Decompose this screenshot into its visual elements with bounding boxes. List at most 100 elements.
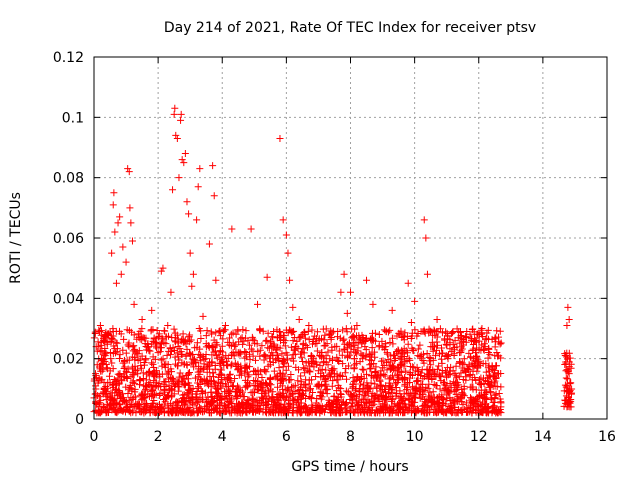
data-marker bbox=[305, 321, 313, 329]
data-marker-dense bbox=[145, 393, 153, 401]
data-marker bbox=[108, 249, 116, 257]
data-marker bbox=[395, 376, 403, 384]
data-marker-dense bbox=[383, 349, 391, 357]
data-marker-dense bbox=[274, 394, 282, 402]
data-marker-dense bbox=[232, 385, 240, 393]
data-marker-dense bbox=[144, 340, 152, 348]
data-marker bbox=[385, 382, 393, 390]
data-marker-dense bbox=[430, 397, 438, 405]
data-marker bbox=[452, 382, 460, 390]
data-marker-dense bbox=[270, 367, 278, 375]
y-tick-label: 0.12 bbox=[53, 50, 84, 66]
data-marker bbox=[436, 373, 444, 381]
data-marker-dense bbox=[297, 350, 305, 358]
data-marker-dense bbox=[438, 395, 446, 403]
data-marker-dense bbox=[234, 365, 242, 373]
data-marker-dense bbox=[351, 325, 359, 333]
data-marker-dense bbox=[453, 374, 461, 382]
data-marker bbox=[276, 134, 284, 142]
data-marker-dense bbox=[325, 330, 333, 338]
data-marker-dense bbox=[419, 375, 427, 383]
data-marker-dense bbox=[368, 399, 376, 407]
data-marker-dense bbox=[125, 342, 133, 350]
data-marker-dense bbox=[322, 325, 330, 333]
data-marker-dense bbox=[443, 405, 451, 413]
data-marker-dense bbox=[238, 388, 246, 396]
data-marker bbox=[210, 192, 218, 200]
data-marker-dense bbox=[242, 334, 250, 342]
data-marker-dense bbox=[305, 409, 313, 417]
data-marker-dense bbox=[130, 342, 138, 350]
data-marker-dense bbox=[343, 328, 351, 336]
data-marker-dense bbox=[155, 330, 163, 338]
data-marker-dense bbox=[318, 365, 326, 373]
x-tick-label: 0 bbox=[90, 429, 99, 445]
data-marker-dense bbox=[439, 349, 447, 357]
data-marker-dense bbox=[240, 392, 248, 400]
data-marker-dense bbox=[171, 346, 179, 354]
data-marker-dense bbox=[297, 378, 305, 386]
data-marker-dense bbox=[175, 356, 183, 364]
data-marker-dense bbox=[122, 398, 130, 406]
data-marker-dense bbox=[244, 396, 252, 404]
data-marker-dense bbox=[484, 377, 492, 385]
data-marker-dense bbox=[367, 372, 375, 380]
data-marker-dense bbox=[233, 402, 241, 410]
data-marker-dense bbox=[382, 395, 390, 403]
data-marker-dense bbox=[271, 409, 279, 417]
data-marker-dense bbox=[171, 353, 179, 361]
data-marker-dense bbox=[349, 402, 357, 410]
data-marker-dense bbox=[448, 409, 456, 417]
data-marker-dense bbox=[192, 390, 200, 398]
x-tick-label: 4 bbox=[218, 429, 227, 445]
data-marker-dense bbox=[396, 354, 404, 362]
data-marker-dense bbox=[95, 326, 103, 334]
data-marker-dense bbox=[458, 345, 466, 353]
data-marker-dense bbox=[324, 348, 332, 356]
data-marker-dense bbox=[174, 378, 182, 386]
data-marker-dense bbox=[266, 380, 274, 388]
data-marker-dense bbox=[407, 392, 415, 400]
data-marker bbox=[117, 270, 125, 278]
data-marker-dense bbox=[112, 386, 120, 394]
data-marker-dense bbox=[148, 400, 156, 408]
data-marker-dense bbox=[186, 368, 194, 376]
data-marker bbox=[221, 321, 229, 329]
data-marker-dense bbox=[270, 401, 278, 409]
data-marker bbox=[95, 343, 103, 351]
data-marker-dense bbox=[196, 376, 204, 384]
data-marker bbox=[167, 288, 175, 296]
data-marker-dense bbox=[469, 406, 477, 414]
data-marker bbox=[116, 213, 124, 221]
data-marker-dense bbox=[115, 387, 123, 395]
data-marker-dense bbox=[355, 391, 363, 399]
data-marker-dense bbox=[206, 365, 214, 373]
data-marker-dense bbox=[485, 383, 493, 391]
data-marker bbox=[330, 370, 338, 378]
data-marker-dense bbox=[400, 352, 408, 360]
data-marker-dense bbox=[248, 394, 256, 402]
data-marker bbox=[273, 373, 281, 381]
data-marker-dense bbox=[140, 361, 148, 369]
data-marker-dense bbox=[266, 374, 274, 382]
data-marker-dense bbox=[95, 402, 103, 410]
data-marker bbox=[103, 364, 111, 372]
data-marker-dense bbox=[399, 332, 407, 340]
data-marker-dense bbox=[232, 392, 240, 400]
data-marker-dense bbox=[469, 325, 477, 333]
data-marker-dense bbox=[201, 389, 209, 397]
data-marker-dense bbox=[470, 362, 478, 370]
data-marker-dense bbox=[478, 408, 486, 416]
data-marker-dense bbox=[373, 406, 381, 414]
data-marker-dense bbox=[129, 407, 137, 415]
data-marker-dense bbox=[417, 380, 425, 388]
data-marker-dense bbox=[493, 327, 501, 335]
data-marker bbox=[263, 273, 271, 281]
data-marker-dense bbox=[402, 367, 410, 375]
data-marker-dense bbox=[94, 338, 102, 346]
data-marker-dense bbox=[237, 335, 245, 343]
data-marker-dense bbox=[302, 403, 310, 411]
data-marker-dense bbox=[382, 327, 390, 335]
data-marker-dense bbox=[146, 347, 154, 355]
data-marker-dense bbox=[341, 369, 349, 377]
